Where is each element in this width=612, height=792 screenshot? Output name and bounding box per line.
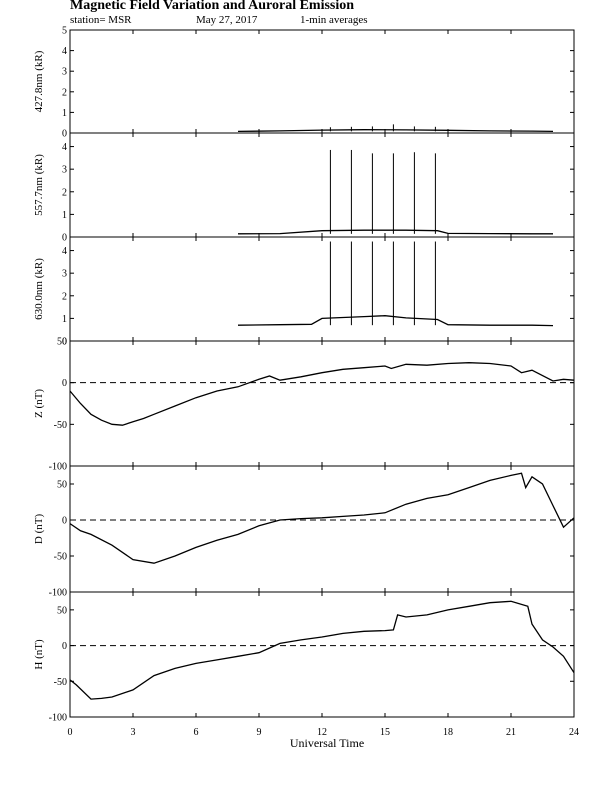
chart-panels: 0 1 2 3 4 5 427.8nm (kR) 0 1 2 3 4 557.7nm (kR) 0 1 2 3 4… bbox=[33, 26, 575, 724]
panel: -100 -50 0 50 H (nT) bbox=[33, 591, 575, 724]
y-tick-label: 4 bbox=[62, 46, 67, 57]
x-tick-label: 21 bbox=[506, 727, 516, 738]
y-tick-label: 0 bbox=[62, 337, 67, 348]
station-label: station= MSR bbox=[70, 14, 132, 26]
y-tick-label: 50 bbox=[57, 337, 67, 348]
x-tick-label: 0 bbox=[68, 727, 73, 738]
y-tick-label: -50 bbox=[54, 420, 67, 431]
panel: 0 1 2 3 4 5 427.8nm (kR) bbox=[33, 26, 575, 140]
averaging-label: 1-min averages bbox=[300, 14, 368, 26]
figure-title: Magnetic Field Variation and Auroral Emi… bbox=[70, 0, 354, 13]
panel-frame bbox=[69, 591, 575, 718]
panel: -100 -50 0 50 D (nT) bbox=[33, 465, 575, 599]
series-line bbox=[69, 362, 575, 426]
panel-frame bbox=[69, 465, 575, 593]
panel-frame bbox=[69, 340, 575, 467]
y-tick-label: 4 bbox=[62, 142, 67, 153]
y-tick-label: 3 bbox=[62, 165, 67, 176]
y-axis-label: Z (nT) bbox=[33, 389, 45, 418]
x-tick-label: 9 bbox=[257, 727, 262, 738]
y-tick-label: -100 bbox=[49, 713, 67, 724]
x-tick-label: 6 bbox=[194, 727, 199, 738]
y-tick-label: 1 bbox=[62, 210, 67, 221]
y-tick-label: 2 bbox=[62, 87, 67, 98]
series-line bbox=[237, 129, 554, 133]
x-tick-label: 15 bbox=[380, 727, 390, 738]
y-tick-label: -50 bbox=[54, 677, 67, 688]
y-axis-label: 557.7nm (kR) bbox=[33, 154, 45, 216]
series-line bbox=[237, 315, 554, 327]
y-tick-label: 0 bbox=[62, 129, 67, 140]
panel: 0 1 2 3 4 630.0nm (kR) bbox=[33, 236, 575, 348]
x-tick-label: 24 bbox=[569, 727, 579, 738]
x-tick-label: 18 bbox=[443, 727, 453, 738]
y-tick-label: 1 bbox=[62, 314, 67, 325]
y-tick-label: 2 bbox=[62, 291, 67, 302]
y-tick-label: 50 bbox=[57, 605, 67, 616]
y-tick-label: -100 bbox=[49, 588, 67, 599]
y-tick-label: 5 bbox=[62, 26, 67, 37]
y-axis-label: 427.8nm (kR) bbox=[33, 50, 45, 112]
y-tick-label: 4 bbox=[62, 246, 67, 257]
y-axis-label: 630.0nm (kR) bbox=[33, 258, 45, 320]
y-tick-label: 0 bbox=[62, 516, 67, 527]
x-tick-label: 3 bbox=[131, 727, 136, 738]
y-tick-label: 0 bbox=[62, 641, 67, 652]
y-tick-label: -100 bbox=[49, 462, 67, 473]
date-label: May 27, 2017 bbox=[196, 14, 258, 26]
series-line bbox=[69, 600, 575, 700]
panel-frame bbox=[69, 29, 575, 134]
series-line bbox=[237, 229, 553, 235]
x-axis: 0 3 6 9 12 15 18 21 24 bbox=[68, 727, 580, 738]
x-axis-label: Universal Time bbox=[290, 736, 364, 750]
y-tick-label: 0 bbox=[62, 233, 67, 244]
y-tick-label: 2 bbox=[62, 187, 67, 198]
y-tick-label: 50 bbox=[57, 480, 67, 491]
y-tick-label: -50 bbox=[54, 552, 67, 563]
y-tick-label: 0 bbox=[62, 378, 67, 389]
y-axis-label: D (nT) bbox=[33, 514, 45, 545]
panel-frame bbox=[69, 132, 575, 238]
y-tick-label: 3 bbox=[62, 269, 67, 280]
series-line bbox=[69, 472, 575, 564]
panel: 0 1 2 3 4 557.7nm (kR) bbox=[33, 132, 575, 244]
x-tick-label: 12 bbox=[317, 727, 327, 738]
y-tick-label: 1 bbox=[62, 108, 67, 119]
y-tick-label: 3 bbox=[62, 67, 67, 78]
y-axis-label: H (nT) bbox=[33, 639, 45, 670]
